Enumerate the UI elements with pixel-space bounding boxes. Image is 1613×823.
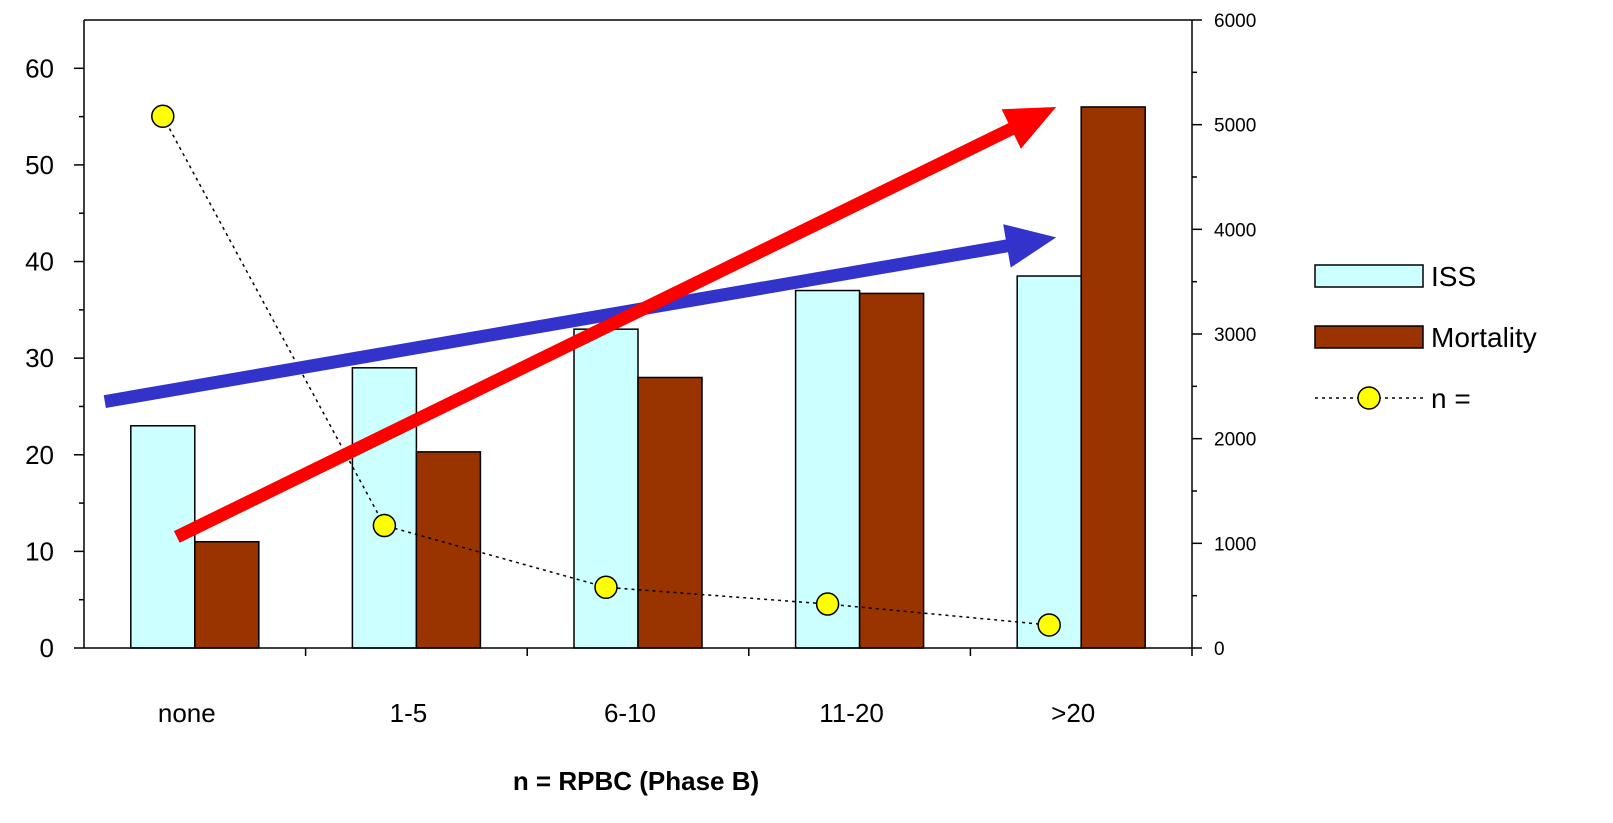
axes-layer: 0 10 20 30 40 50 60 0 1000 2000 3000 4000 5000 6000 no… [25, 11, 1256, 728]
right-tick-label: 2000 [1214, 430, 1256, 451]
n-point-6-10 [594, 575, 618, 600]
trend-arrows-layer [103, 107, 1057, 543]
left-tick-label: 0 [40, 633, 54, 663]
n-point-11-20 [815, 592, 840, 616]
right-tick-label: 5000 [1214, 116, 1256, 137]
left-tick-label: 10 [25, 536, 54, 566]
bar-mortality->20 [1080, 106, 1146, 649]
legend-label-iss: ISS [1431, 261, 1476, 292]
x-axis-title: n = RPBC (Phase B) [513, 766, 759, 796]
bar-mortality-6-10 [637, 376, 703, 649]
iss-trend-arrow [103, 224, 1057, 408]
legend-swatch-mortality [1314, 325, 1424, 349]
bar-iss-6-10 [573, 328, 639, 649]
left-tick-label: 20 [25, 440, 54, 470]
left-tick-label: 60 [25, 53, 54, 83]
x-tick-label-none: none [158, 698, 216, 728]
bar-iss->20 [1016, 275, 1082, 649]
bar-iss-1-5 [351, 367, 418, 649]
right-tick-label: 6000 [1214, 11, 1256, 32]
mortality-trend-arrow [173, 107, 1057, 543]
n-point-1-5 [372, 513, 397, 538]
bars-layer [130, 106, 1146, 649]
bar-mortality-none [194, 540, 260, 649]
n-point->20 [1037, 613, 1061, 637]
x-tick-label-1-5: 1-5 [390, 698, 428, 728]
right-tick-label: 4000 [1214, 220, 1256, 241]
n-point-none [151, 104, 175, 129]
legend: ISS Mortality n = [1314, 261, 1537, 414]
legend-label-mortality: Mortality [1431, 322, 1537, 353]
legend-swatch-marker [1357, 386, 1381, 410]
legend-label-n: n = [1431, 383, 1471, 414]
n-line-layer [151, 104, 1061, 637]
left-tick-label: 50 [25, 150, 54, 180]
bar-mortality-11-20 [858, 292, 925, 649]
right-tick-label: 1000 [1214, 534, 1256, 555]
right-tick-label: 0 [1214, 639, 1225, 660]
x-tick-label->20: >20 [1051, 698, 1095, 728]
bar-iss-11-20 [794, 289, 861, 649]
left-tick-label: 40 [25, 247, 54, 277]
x-tick-label-6-10: 6-10 [604, 698, 656, 728]
right-tick-label: 3000 [1214, 325, 1256, 346]
legend-swatch-iss [1314, 264, 1424, 288]
left-tick-label: 30 [25, 343, 54, 373]
x-tick-label-11-20: 11-20 [819, 698, 884, 728]
